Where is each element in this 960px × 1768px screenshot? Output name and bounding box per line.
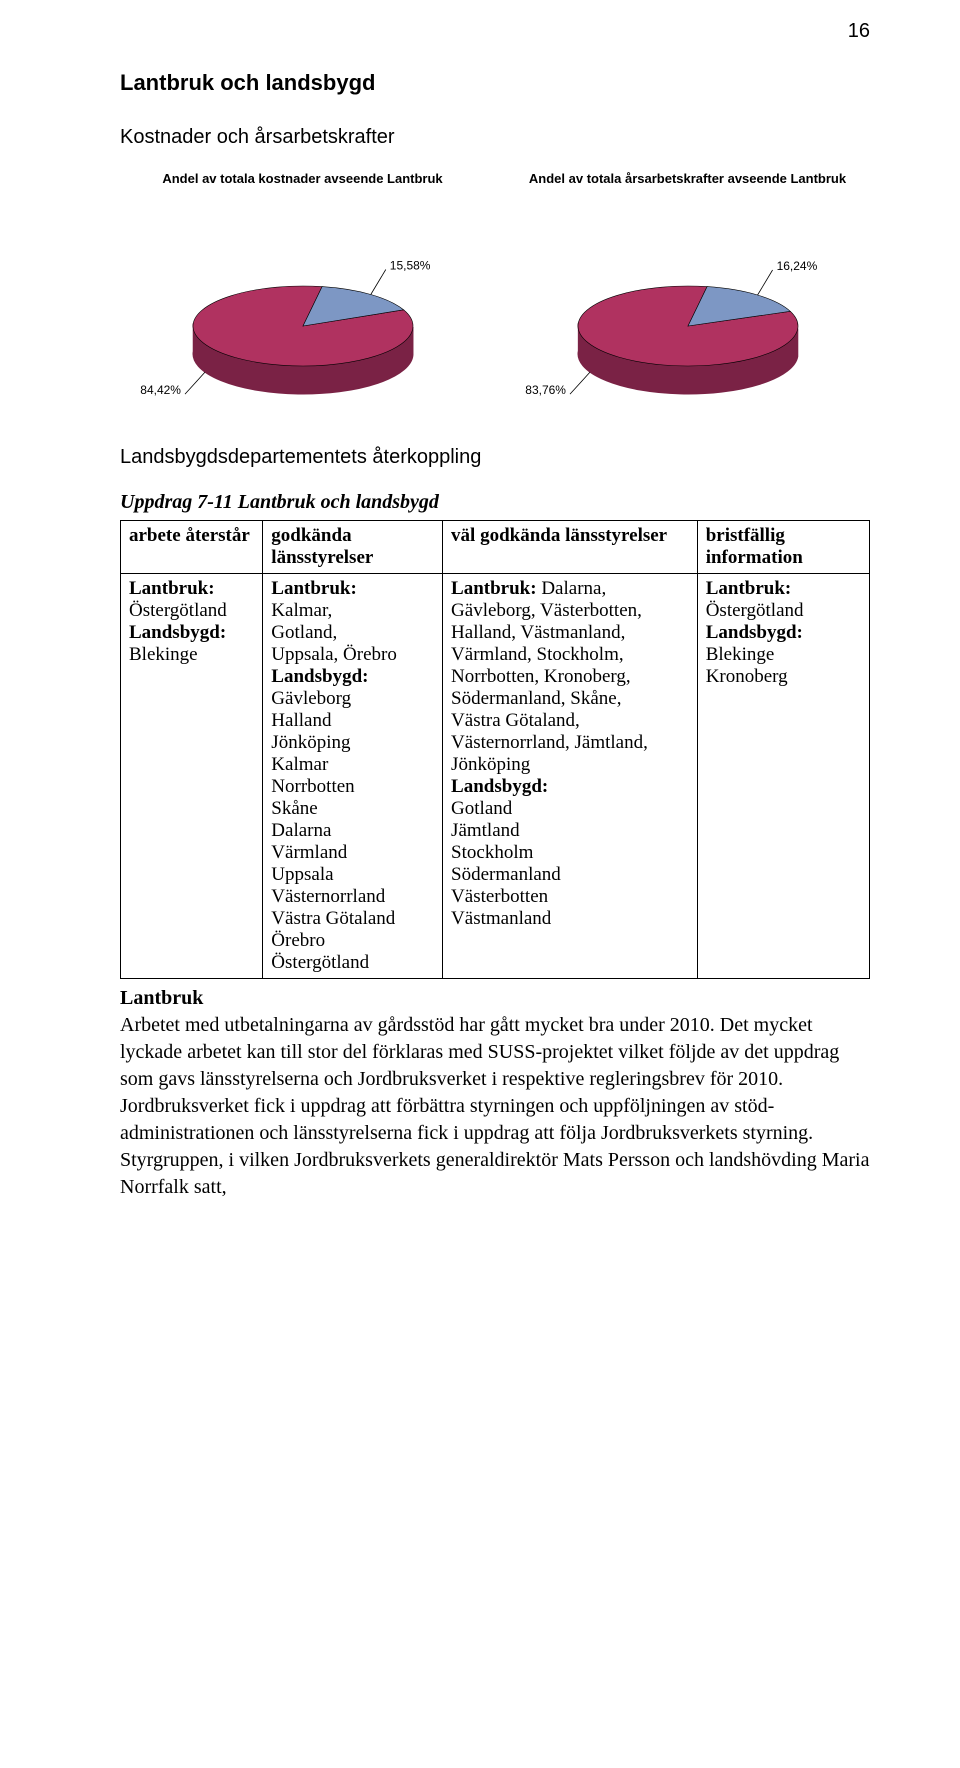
table-cell: Lantbruk:Kalmar,Gotland,Uppsala, ÖrebroL… [263,574,443,979]
table-header: väl godkända länsstyrelser [443,521,698,574]
table-header: bristfällig information [697,521,869,574]
table-row: Lantbruk:ÖstergötlandLandsbygd:BlekingeL… [121,574,870,979]
body-paragraph: Arbetet med utbetalningarna av gårdsstöd… [120,1014,870,1198]
heading-department: Landsbygdsdepartementets återkoppling [120,446,870,469]
chart-left-cell: Andel av totala kostnader avseende Lantb… [120,171,485,396]
pie-chart-right: 16,24% 83,76% [518,196,858,396]
table-cell: Lantbruk: Dalarna,Gävleborg, Västerbotte… [443,574,698,979]
heading-main: Lantbruk och landsbygd [120,70,870,96]
svg-text:83,76%: 83,76% [525,383,566,396]
chart-right-title: Andel av totala årsarbetskrafter avseend… [505,171,870,186]
uppdrag-title: Uppdrag 7-11 Lantbruk och landsbygd [120,491,870,514]
table-header: godkända länsstyrelser [263,521,443,574]
document-page: 16 Lantbruk och landsbygd Kostnader och … [0,0,960,1768]
svg-text:84,42%: 84,42% [140,383,181,396]
table-cell: Lantbruk:ÖstergötlandLandsbygd:Blekinge [121,574,263,979]
table-cell: Lantbruk:ÖstergötlandLandsbygd:BlekingeK… [697,574,869,979]
chart-right-cell: Andel av totala årsarbetskrafter avseend… [505,171,870,396]
chart-left-title: Andel av totala kostnader avseende Lantb… [120,171,485,186]
charts-row: Andel av totala kostnader avseende Lantb… [120,171,870,396]
page-number: 16 [848,20,870,43]
section-heading: Lantbruk [120,987,203,1009]
pie-chart-left: 15,58% 84,42% [133,196,473,396]
svg-text:15,58%: 15,58% [389,258,430,272]
svg-text:16,24%: 16,24% [776,259,817,273]
heading-costs: Kostnader och årsarbetskrafter [120,126,870,149]
body-text: Lantbruk Arbetet med utbetalningarna av … [120,985,870,1201]
data-table: arbete återstårgodkända länsstyrelserväl… [120,520,870,979]
table-header: arbete återstår [121,521,263,574]
